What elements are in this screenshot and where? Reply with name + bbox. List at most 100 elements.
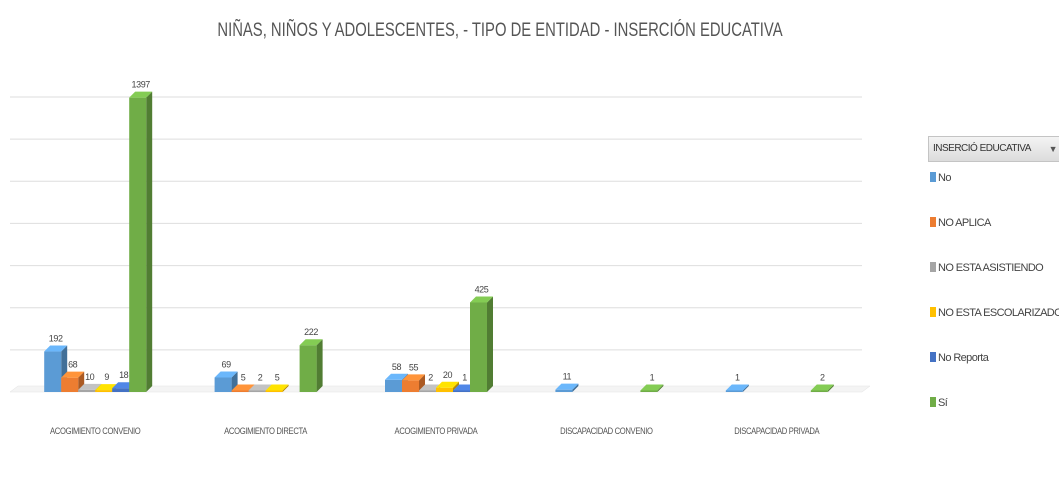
chevron-down-icon[interactable]: ▼ <box>1048 144 1058 154</box>
bar-front <box>436 387 453 392</box>
legend-label: No Reporta <box>938 352 989 364</box>
bar <box>299 339 323 392</box>
data-label: 2 <box>820 373 825 383</box>
bar-front <box>725 390 743 392</box>
bar-front <box>129 97 147 392</box>
bar-top <box>810 384 834 391</box>
bar-top <box>265 384 289 391</box>
bar-top <box>640 384 664 391</box>
bar-top <box>436 381 459 388</box>
bar <box>725 384 749 392</box>
legend-item[interactable]: Sí <box>930 395 948 411</box>
bar-front <box>112 388 130 392</box>
bar-front <box>470 302 487 392</box>
data-label: 5 <box>275 373 280 383</box>
data-label: 192 <box>49 334 63 344</box>
bar-top <box>214 371 238 378</box>
data-label: 69 <box>221 359 231 369</box>
bar-top <box>385 373 408 380</box>
bar-top <box>44 345 68 352</box>
data-label: 1 <box>650 373 655 383</box>
bar-front <box>231 390 249 392</box>
bar-top <box>61 371 85 378</box>
bar <box>129 91 153 392</box>
legend-item[interactable]: NO ESTA ESCOLARIZADO <box>930 305 1059 321</box>
bar-front <box>61 377 79 392</box>
legend-swatch <box>930 397 936 407</box>
bar <box>470 296 493 392</box>
data-label: 18 <box>119 370 129 380</box>
legend-label: NO APLICA <box>938 217 991 229</box>
legend-swatch <box>930 307 936 317</box>
data-label: 9 <box>104 372 109 382</box>
category-label: DISCAPACIDAD PRIVADA <box>734 425 820 436</box>
bar-front <box>810 390 828 392</box>
bar <box>265 384 289 392</box>
bar-front <box>214 377 232 392</box>
bar-side <box>316 339 323 392</box>
bar-top <box>470 296 493 303</box>
category-label: ACOGIMIENTO CONVENIO <box>50 425 141 436</box>
bar-front <box>453 390 470 392</box>
bar-front <box>402 380 419 392</box>
legend-filter-button[interactable]: INSERCIÓ EDUCATIVA ▼ <box>928 136 1059 162</box>
data-label: 58 <box>392 362 402 372</box>
bar-top <box>129 91 153 98</box>
bar-top <box>725 384 749 391</box>
data-label: 1 <box>735 373 740 383</box>
category-label: ACOGIMIENTO PRIVADA <box>395 425 479 436</box>
bar-top <box>402 374 425 381</box>
bar-front <box>265 390 283 392</box>
bar-top <box>555 383 579 390</box>
bar-front <box>44 351 62 392</box>
data-label: 10 <box>85 372 95 382</box>
bar-top <box>78 383 102 390</box>
data-label: 68 <box>68 360 78 370</box>
bar-side <box>827 384 834 392</box>
legend-swatch <box>930 352 936 362</box>
bar-front <box>95 390 113 392</box>
data-label: 2 <box>258 373 263 383</box>
bar-side <box>419 374 425 392</box>
data-label: 20 <box>443 370 453 380</box>
bar-side <box>487 296 493 392</box>
bar <box>402 374 425 392</box>
bar <box>810 384 834 392</box>
bar-front <box>299 345 317 392</box>
data-label: 55 <box>409 362 419 372</box>
bar-front <box>248 390 266 392</box>
bar-front <box>78 389 96 392</box>
data-label: 2 <box>428 373 433 383</box>
bar-top <box>299 339 323 346</box>
bar-side <box>572 383 579 392</box>
data-label: 1397 <box>131 80 150 90</box>
data-label: 222 <box>304 327 318 337</box>
legend-swatch <box>930 172 936 182</box>
legend-item[interactable]: No Reporta <box>930 350 989 366</box>
legend-label: NO ESTA ASISTIENDO <box>938 262 1044 274</box>
legend-header-label: INSERCIÓ EDUCATIVA <box>933 143 1031 154</box>
legend-label: No <box>938 172 951 184</box>
bar-top <box>248 384 272 391</box>
bar-front <box>640 390 658 392</box>
bar-front <box>385 379 402 392</box>
bar-side <box>282 384 289 392</box>
bar-front <box>555 389 573 392</box>
bar-front <box>419 390 436 392</box>
bar-side <box>657 384 664 392</box>
data-label: 1 <box>462 373 467 383</box>
bar <box>61 371 85 392</box>
legend-swatch <box>930 217 936 227</box>
legend-swatch <box>930 262 936 272</box>
legend-item[interactable]: No <box>930 170 951 186</box>
bar <box>555 383 579 392</box>
legend-item[interactable]: NO APLICA <box>930 215 991 231</box>
category-label: ACOGIMIENTO DIRECTA <box>224 425 308 436</box>
bar-top <box>231 384 255 391</box>
legend-label: Sí <box>938 397 948 409</box>
legend-label: NO ESTA ESCOLARIZADO <box>938 307 1059 319</box>
data-label: 11 <box>563 372 572 382</box>
bar <box>640 384 664 392</box>
legend-item[interactable]: NO ESTA ASISTIENDO <box>930 260 1044 276</box>
chart-title: NIÑAS, NIÑOS Y ADOLESCENTES, - TIPO DE E… <box>217 20 783 41</box>
